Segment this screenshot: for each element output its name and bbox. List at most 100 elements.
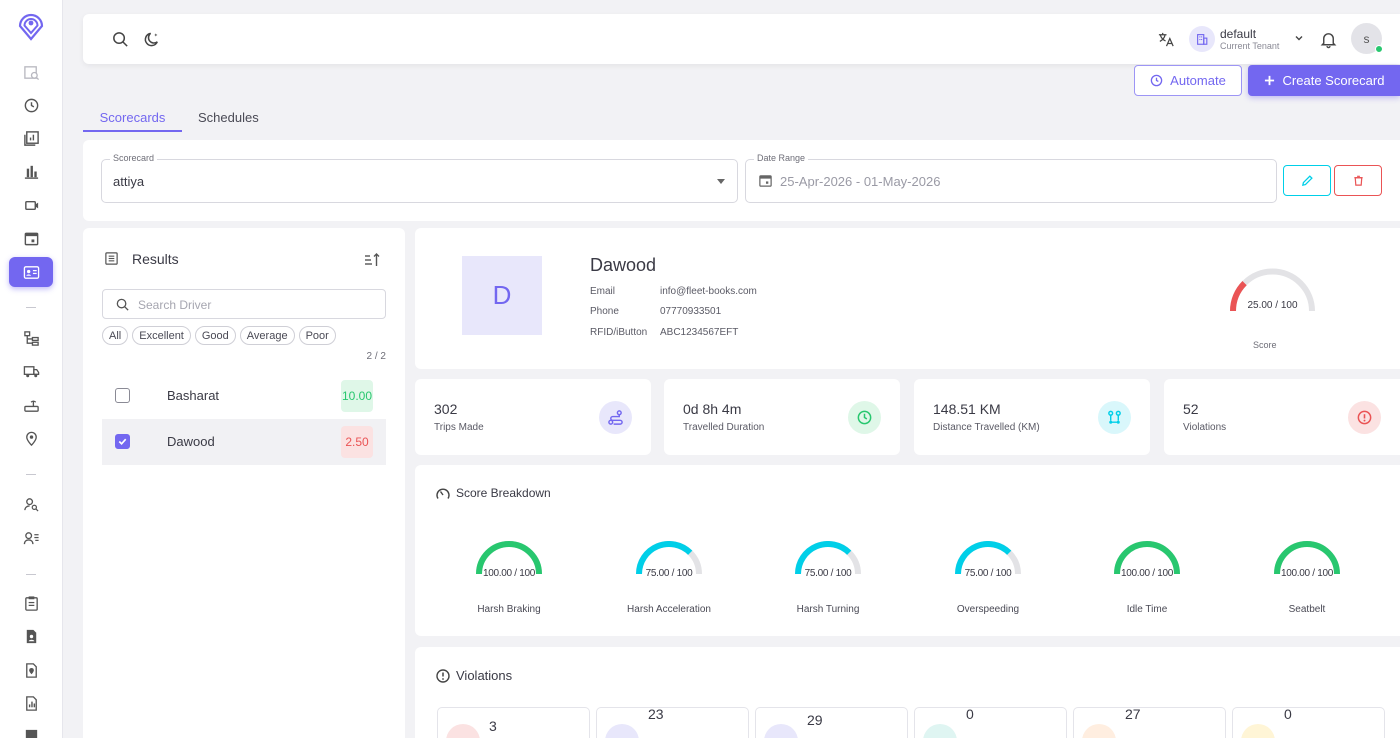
plus-icon (1264, 75, 1274, 86)
tenant-building-icon[interactable] (1189, 26, 1215, 52)
email-value: info@fleet-books.com (660, 286, 757, 297)
app-logo-icon[interactable] (16, 11, 46, 41)
metric-score-text: 100.00 / 100 (482, 568, 535, 579)
bar-chart-icon[interactable] (20, 160, 42, 182)
chip-all[interactable]: All (102, 326, 129, 345)
map-document-icon[interactable] (20, 659, 42, 681)
driver-profile-name: Dawood (590, 255, 657, 275)
user-avatar[interactable]: s (1351, 23, 1383, 54)
notification-bell-icon[interactable] (1317, 28, 1339, 50)
create-scorecard-button[interactable]: Create Scorecard (1248, 65, 1400, 96)
acceleration-icon (605, 724, 639, 738)
chip-poor[interactable]: Poor (298, 326, 336, 345)
dropdown-caret-icon (717, 179, 725, 184)
rfid-value: ABC1234567EFT (660, 327, 739, 338)
book-icon[interactable] (20, 725, 42, 738)
checkmark-icon (118, 438, 127, 445)
scorecard-select-value: attiya (113, 174, 145, 189)
top-bar: default Current Tenant s (83, 14, 1400, 64)
turning-icon (764, 724, 798, 738)
distance-travelled-card: 148.51 KM Distance Travelled (KM) (914, 379, 1150, 455)
user-list-icon[interactable] (20, 527, 42, 549)
filter-card: Scorecard attiya Date Range 25-Apr-2026 … (83, 140, 1400, 221)
router-icon[interactable] (20, 394, 42, 416)
edit-scorecard-button[interactable] (1283, 165, 1331, 196)
driver-search-input[interactable]: Search Driver (102, 289, 386, 319)
list-icon (105, 252, 118, 265)
scorecard-nav-icon[interactable] (9, 257, 53, 287)
clock-icon (848, 401, 881, 434)
location-pin-icon[interactable] (20, 427, 42, 449)
driver-avatar: D (462, 256, 542, 335)
history-icon[interactable] (20, 94, 42, 116)
chip-average[interactable]: Average (239, 326, 295, 345)
score-breakdown-card: Score Breakdown 100.00 / 100 Harsh Brakin… (415, 465, 1400, 636)
user-document-icon[interactable] (20, 625, 42, 647)
driver-row[interactable]: Basharat 10.00 (102, 373, 386, 419)
stat-value: 302 (434, 401, 458, 417)
violation-count: 0 (966, 706, 974, 722)
gauge-fill (476, 541, 542, 575)
camera-icon[interactable] (20, 194, 42, 216)
driver-row[interactable]: Dawood 2.50 (102, 419, 386, 465)
hierarchy-icon[interactable] (20, 327, 42, 349)
delete-scorecard-button[interactable] (1334, 165, 1382, 196)
rail-divider (26, 307, 36, 308)
avatar-initial: s (1363, 31, 1370, 46)
violation-count: 3 (489, 718, 497, 734)
violation-card[interactable]: 27 (1073, 706, 1226, 738)
violation-count: 29 (807, 712, 823, 728)
sort-icon[interactable] (363, 251, 381, 269)
violation-card[interactable]: 0 (914, 706, 1067, 738)
dark-mode-icon[interactable] (141, 28, 163, 50)
map-search-icon[interactable] (20, 61, 42, 83)
phone-label: Phone (590, 306, 619, 317)
scorecard-select[interactable]: Scorecard attiya (101, 153, 738, 203)
truck-icon[interactable] (20, 360, 42, 382)
violation-card[interactable]: 0 (1232, 706, 1385, 738)
results-title: Results (132, 251, 179, 267)
pencil-icon (1301, 175, 1313, 186)
violations-title: Violations (456, 668, 513, 683)
row-checkbox[interactable] (115, 434, 130, 449)
metric-score-text: 75.00 / 100 (645, 568, 693, 579)
calendar-icon[interactable] (20, 227, 42, 249)
tab-scorecards[interactable]: Scorecards (83, 110, 182, 132)
metric-score-text: 75.00 / 100 (964, 568, 1012, 579)
chevron-down-icon[interactable] (1293, 32, 1305, 44)
search-icon[interactable] (109, 28, 131, 50)
metric-gauge: 75.00 / 100 (634, 541, 704, 581)
chip-good[interactable]: Good (194, 326, 236, 345)
travelled-duration-card: 0d 8h 4m Travelled Duration (664, 379, 900, 455)
violations-card: 52 Violations (1164, 379, 1400, 455)
speed-icon (923, 724, 957, 738)
metric-label: Harsh Turning (796, 604, 860, 615)
violation-card[interactable]: 23 (596, 706, 749, 738)
overall-score-text: 25.00 / 100 (1247, 300, 1298, 311)
braking-icon (446, 724, 480, 738)
reports-icon[interactable] (20, 127, 42, 149)
date-range-input[interactable]: Date Range 25-Apr-2026 - 01-May-2026 (745, 153, 1277, 203)
metric-gauge: 100.00 / 100 (1272, 541, 1342, 581)
stat-value: 52 (1183, 401, 1199, 417)
metric-score-text: 75.00 / 100 (804, 568, 852, 579)
gauge-fill (1274, 541, 1340, 575)
phone-value: 07770933501 (660, 306, 722, 317)
tenant-name[interactable]: default (1220, 27, 1257, 41)
user-search-icon[interactable] (20, 493, 42, 515)
translate-icon[interactable] (1155, 28, 1177, 50)
violations-section: Violations 3 23 29 0 27 0 (415, 647, 1400, 738)
tab-schedules[interactable]: Schedules (198, 110, 259, 125)
row-checkbox[interactable] (115, 388, 130, 403)
search-icon (116, 298, 129, 311)
automate-button[interactable]: Automate (1134, 65, 1242, 96)
violation-card[interactable]: 3 (437, 707, 590, 738)
violation-card[interactable]: 29 (755, 707, 908, 738)
driver-name: Dawood (167, 434, 215, 449)
trash-icon (1353, 175, 1363, 186)
chart-document-icon[interactable] (20, 692, 42, 714)
violation-count: 23 (648, 706, 664, 722)
chip-excellent[interactable]: Excellent (132, 326, 191, 345)
clipboard-icon[interactable] (20, 592, 42, 614)
metric-score-text: 100.00 / 100 (1280, 568, 1333, 579)
